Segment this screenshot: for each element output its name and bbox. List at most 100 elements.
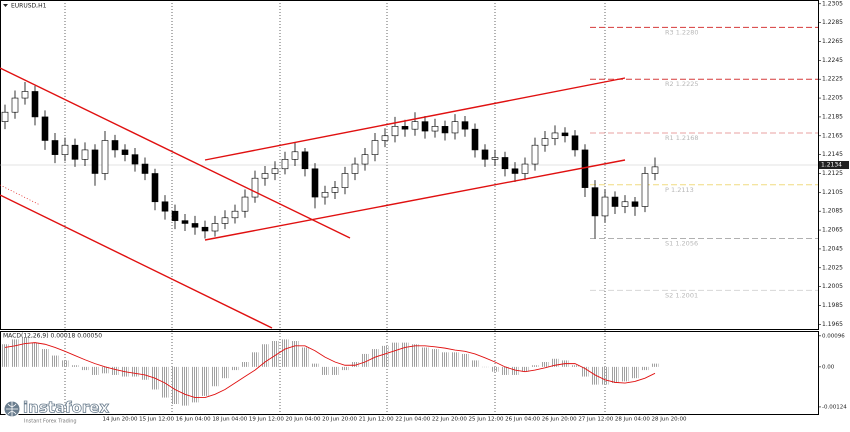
- pivot-label: R2 1.2225: [665, 80, 698, 88]
- candle-body: [431, 126, 439, 132]
- pivot-label: R3 1.2280: [665, 28, 698, 36]
- menu-arrow: [3, 4, 8, 7]
- pivot-value: 1.2113: [671, 186, 694, 194]
- macd-bar: [341, 366, 349, 371]
- day-separators: [64, 0, 606, 415]
- candle-body: [51, 140, 59, 155]
- macd-bar: [131, 366, 139, 377]
- macd-bar: [391, 342, 399, 367]
- macd-bar: [381, 345, 389, 367]
- candle-body: [321, 192, 329, 198]
- candle-body: [511, 168, 519, 174]
- candle-body: [631, 201, 639, 207]
- macd-bar: [321, 366, 329, 375]
- macd-bar: [171, 366, 179, 405]
- candle-body: [151, 173, 159, 203]
- x-tick-label: 20 Jun 04:00: [286, 417, 321, 423]
- macd-bar: [631, 366, 639, 379]
- macd-bar: [41, 349, 49, 367]
- candle-body: [61, 144, 69, 155]
- x-tick-label: 28 Jun 04:00: [615, 417, 650, 423]
- candle-body: [351, 163, 359, 174]
- candle-body: [211, 223, 219, 232]
- y-tick-label: 1.2305: [822, 0, 843, 7]
- x-tick-label: 21 Jun 12:00: [359, 417, 394, 423]
- pivot-value: 1.2056: [675, 240, 698, 248]
- macd-bar: [431, 349, 439, 367]
- macd-bar: [611, 366, 619, 384]
- candle-body: [201, 226, 209, 232]
- macd-bar: [201, 366, 209, 396]
- pivot-label: P 1.2113: [665, 186, 694, 194]
- macd-bar: [251, 352, 259, 367]
- candle-body: [441, 126, 449, 134]
- macd-bar: [101, 366, 109, 374]
- macd-bar: [441, 352, 449, 367]
- y-tick-label: 1.2045: [822, 245, 843, 252]
- candle-body: [571, 135, 579, 151]
- macd-bar: [571, 365, 579, 367]
- y-tick-label: 1.2165: [822, 132, 843, 139]
- x-tick-label: 14 Jun 20:00: [103, 417, 138, 423]
- macd-bar: [221, 366, 229, 379]
- candle-body: [171, 210, 179, 221]
- macd-bar: [231, 366, 239, 371]
- candle-body: [41, 116, 49, 141]
- candle-body: [621, 201, 629, 207]
- macd-bar: [71, 365, 79, 367]
- macd-bar: [191, 366, 199, 403]
- candle-body: [391, 126, 399, 137]
- x-tick-label: 22 Jun 20:00: [432, 417, 467, 423]
- pivot-value: 1.2225: [676, 80, 699, 88]
- levels: R3 1.2280 R2 1.2225 R1 1.2168 P 1.2113 S1 1.…: [0, 26, 818, 299]
- candle-body: [401, 126, 409, 130]
- candle-body: [371, 140, 379, 155]
- macd-bar: [281, 339, 289, 367]
- candle-body: [591, 187, 599, 217]
- candle-body: [131, 154, 139, 165]
- x-tick-label: 26 Jun 20:00: [542, 417, 577, 423]
- candle-body: [251, 177, 259, 198]
- candle-body: [271, 168, 279, 174]
- candle-body: [191, 223, 199, 228]
- candle-body: [581, 149, 589, 188]
- macd-bar: [551, 358, 559, 367]
- macd-bar: [641, 366, 649, 371]
- macd-bar: [331, 366, 339, 375]
- candle-body: [561, 132, 569, 137]
- brand: instaforex: [23, 399, 109, 417]
- candle-body: [521, 163, 529, 174]
- pivot-value: 1.2280: [676, 28, 699, 36]
- y-tick-label: 1.2185: [822, 113, 843, 120]
- x-tick-label: 18 Jun 04:00: [212, 417, 247, 423]
- x-tick-label: 22 Jun 04:00: [395, 417, 430, 423]
- trend-line: [0, 67, 351, 239]
- macd-bar: [361, 353, 369, 367]
- macd-bar: [351, 362, 359, 367]
- candle-body: [611, 196, 619, 207]
- pivot-name: P: [665, 186, 669, 194]
- x-tick-label: 16 Jun 04:00: [176, 417, 211, 423]
- trend-line: [204, 159, 626, 241]
- y-tick-label: 1.2065: [822, 227, 843, 234]
- trend-lines: [0, 67, 626, 329]
- candle-body: [21, 91, 29, 99]
- pivot-label: S2 1.2001: [665, 291, 698, 299]
- macd-bar: [521, 366, 529, 372]
- candle-body: [311, 168, 319, 198]
- y-tick-label: 1.1965: [822, 321, 843, 328]
- x-tick-label: 19 Jun 12:00: [249, 417, 284, 423]
- trend-line: [204, 77, 626, 161]
- macd-bar: [531, 365, 539, 367]
- tagline: Instant Forex Trading: [24, 419, 77, 425]
- candle-body: [421, 121, 429, 132]
- macd-bar: [411, 344, 419, 367]
- candle-body: [161, 201, 169, 212]
- pivot-name: R3: [665, 28, 674, 36]
- pivot-value: 1.2168: [676, 134, 699, 142]
- pivot-name: S2: [665, 291, 673, 299]
- logo-lines: [6, 401, 18, 417]
- candle-body: [491, 157, 499, 160]
- y-tick-label: 1.2225: [822, 76, 843, 83]
- macd-bar: [421, 347, 429, 367]
